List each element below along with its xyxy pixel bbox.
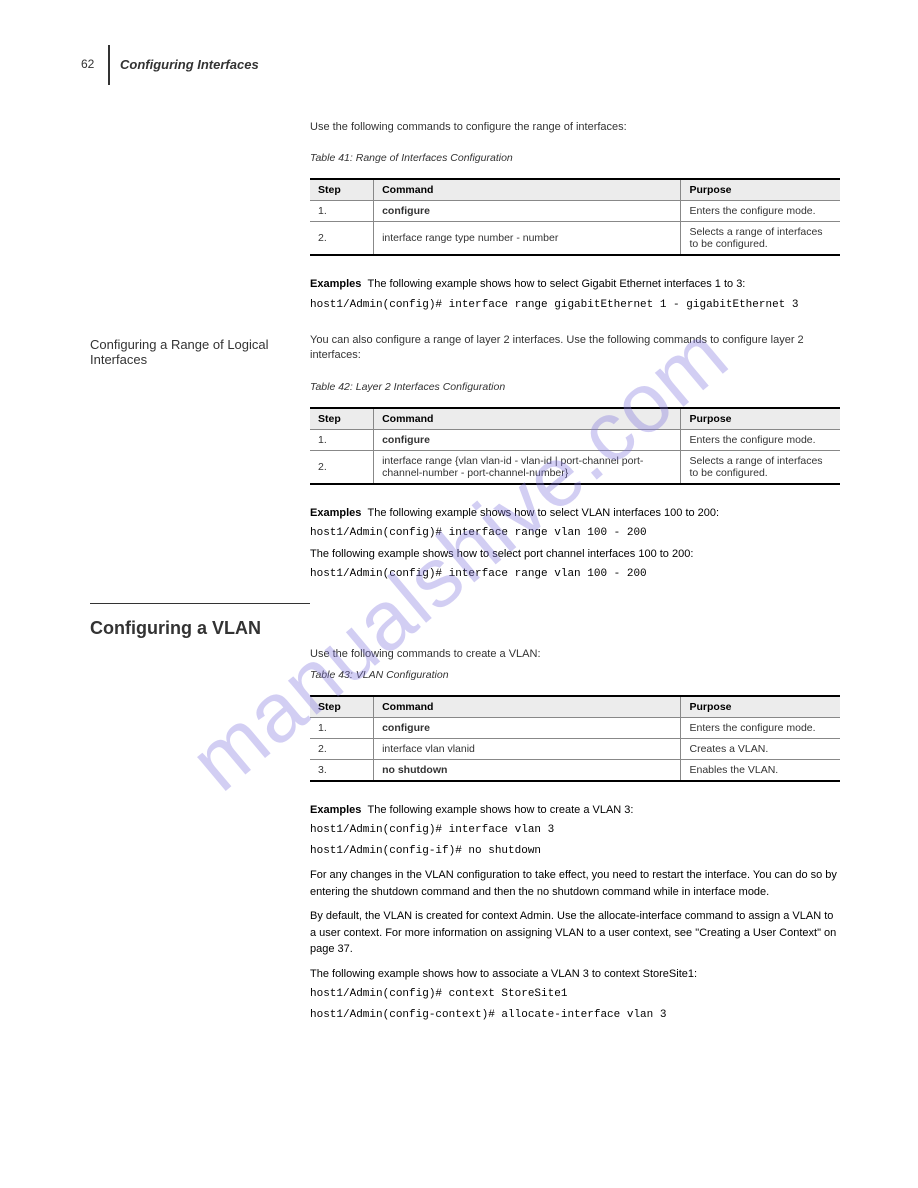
example-line-3: host1/Admin(config)# interface range vla… xyxy=(310,566,840,583)
col-step: Step xyxy=(310,179,374,201)
table-header-row: Step Command Purpose xyxy=(310,408,840,430)
table-row: 1. configure Enters the configure mode. xyxy=(310,201,840,222)
cmd-text: interface vlan vlanid xyxy=(382,743,475,755)
heading-vlan: Configuring a VLAN xyxy=(90,618,261,639)
cell-command: configure xyxy=(374,201,681,222)
example3-line-2: host1/Admin(config-if)# no shutdown xyxy=(310,843,840,860)
example3-line-0: The following example shows how to creat… xyxy=(368,804,634,816)
cell-purpose: Selects a range of interfaces to be conf… xyxy=(681,222,840,256)
page-number: 62 xyxy=(81,57,94,71)
example-line-1: host1/Admin(config)# interface range vla… xyxy=(310,525,840,542)
section-logical-interfaces: Configuring a Range of Logical Interface… xyxy=(90,333,853,582)
table-2: Step Command Purpose 1. configure Enters… xyxy=(310,407,840,485)
intro-text: Use the following commands to configure … xyxy=(310,120,840,135)
example3-line-5: The following example shows how to assoc… xyxy=(310,966,840,983)
example-line-0: The following example shows how to selec… xyxy=(368,507,720,519)
cell-command: interface range {vlan vlan-id - vlan-id … xyxy=(374,450,681,484)
cmd-text: configure xyxy=(382,205,430,217)
side-heading-logical: Configuring a Range of Logical Interface… xyxy=(90,337,290,367)
example-label: Examples xyxy=(310,278,361,290)
examples-1: Examples The following example shows how… xyxy=(310,276,840,313)
section-range-interfaces: Use the following commands to configure … xyxy=(90,120,853,313)
cmd-text: no shutdown xyxy=(382,764,447,776)
example3-line-7: host1/Admin(config-context)# allocate-in… xyxy=(310,1007,840,1024)
cell-step: 2. xyxy=(310,450,374,484)
table-row: 2. interface range {vlan vlan-id - vlan-… xyxy=(310,450,840,484)
content-area: Use the following commands to configure … xyxy=(90,120,853,1043)
cell-purpose: Enters the configure mode. xyxy=(681,429,840,450)
heading-row: Configuring a VLAN xyxy=(90,618,853,639)
cmd-text: interface range type number - number xyxy=(382,232,558,244)
col-purpose: Purpose xyxy=(681,408,840,430)
col-step: Step xyxy=(310,696,374,718)
cell-step: 1. xyxy=(310,429,374,450)
heading-rule xyxy=(90,603,310,604)
cell-step: 2. xyxy=(310,222,374,256)
header-divider xyxy=(108,45,110,85)
table-caption-1: Table 41: Range of Interfaces Configurat… xyxy=(310,151,840,166)
cell-command: interface vlan vlanid xyxy=(374,738,681,759)
cell-purpose: Selects a range of interfaces to be conf… xyxy=(681,450,840,484)
table-1: Step Command Purpose 1. configure Enters… xyxy=(310,178,840,256)
cmd-text: configure xyxy=(382,722,430,734)
cell-purpose: Enables the VLAN. xyxy=(681,759,840,781)
cell-command: interface range type number - number xyxy=(374,222,681,256)
section-vlan: Configuring a VLAN Use the following com… xyxy=(90,603,853,1024)
table-caption-3: Table 43: VLAN Configuration xyxy=(310,668,840,683)
table-header-row: Step Command Purpose xyxy=(310,696,840,718)
table-3: Step Command Purpose 1. configure Enters… xyxy=(310,695,840,782)
cell-purpose: Enters the configure mode. xyxy=(681,201,840,222)
intro-text-3: Use the following commands to create a V… xyxy=(310,647,840,662)
col-command: Command xyxy=(374,696,681,718)
intro-text-2: You can also configure a range of layer … xyxy=(310,333,840,364)
cell-command: configure xyxy=(374,717,681,738)
table-row: 1. configure Enters the configure mode. xyxy=(310,717,840,738)
table-row: 3. no shutdown Enables the VLAN. xyxy=(310,759,840,781)
cell-purpose: Enters the configure mode. xyxy=(681,717,840,738)
col-step: Step xyxy=(310,408,374,430)
example3-line-1: host1/Admin(config)# interface vlan 3 xyxy=(310,822,840,839)
cmd-text: interface range {vlan vlan-id - vlan-id … xyxy=(382,455,643,479)
table-row: 1. configure Enters the configure mode. xyxy=(310,429,840,450)
cell-step: 2. xyxy=(310,738,374,759)
col-purpose: Purpose xyxy=(681,696,840,718)
col-purpose: Purpose xyxy=(681,179,840,201)
cell-command: no shutdown xyxy=(374,759,681,781)
example-cmd: host1/Admin(config)# interface range gig… xyxy=(310,297,840,314)
table-row: 2. interface vlan vlanid Creates a VLAN. xyxy=(310,738,840,759)
cmd-text: configure xyxy=(382,434,430,446)
cell-purpose: Creates a VLAN. xyxy=(681,738,840,759)
table-header-row: Step Command Purpose xyxy=(310,179,840,201)
cell-step: 1. xyxy=(310,717,374,738)
cell-step: 3. xyxy=(310,759,374,781)
examples-2: Examples The following example shows how… xyxy=(310,505,840,583)
col-command: Command xyxy=(374,408,681,430)
example3-line-6: host1/Admin(config)# context StoreSite1 xyxy=(310,986,840,1003)
example-label: Examples xyxy=(310,804,361,816)
col-command: Command xyxy=(374,179,681,201)
table-caption-2: Table 42: Layer 2 Interfaces Configurati… xyxy=(310,380,840,395)
cell-command: configure xyxy=(374,429,681,450)
page-title: Configuring Interfaces xyxy=(120,57,259,72)
example-label: Examples xyxy=(310,507,361,519)
examples-3: Examples The following example shows how… xyxy=(310,802,840,1024)
example3-line-4: By default, the VLAN is created for cont… xyxy=(310,908,840,958)
page-container: 62 Configuring Interfaces manualshive.co… xyxy=(0,0,918,1188)
example3-line-3: For any changes in the VLAN configuratio… xyxy=(310,867,840,900)
cell-step: 1. xyxy=(310,201,374,222)
table-row: 2. interface range type number - number … xyxy=(310,222,840,256)
example-line-2: The following example shows how to selec… xyxy=(310,546,840,563)
example-text: The following example shows how to selec… xyxy=(368,278,746,290)
